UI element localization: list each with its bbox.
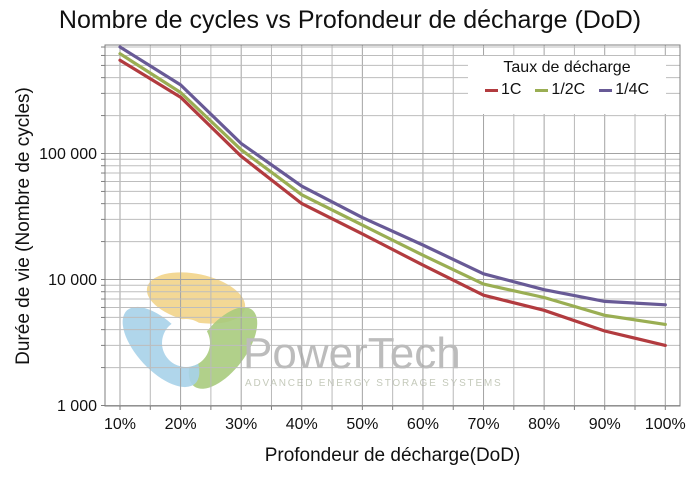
- x-tick-label: 30%: [225, 416, 257, 433]
- axis-ticks: [101, 46, 666, 410]
- legend-item-1-4c: 1/4C: [599, 81, 649, 99]
- series-curve-1/4C: [118, 45, 667, 307]
- legend: Taux de décharge 1C 1/2C 1/4C: [468, 56, 666, 114]
- legend-item-1c: 1C: [484, 81, 522, 99]
- y-axis-title: Durée de vie (Nombre de cycles): [13, 87, 34, 365]
- gridlines: [105, 45, 680, 406]
- logo-petal-green: [188, 307, 258, 389]
- series-curve-1C: [118, 58, 667, 347]
- logo-center: [162, 319, 210, 367]
- powertech-watermark: PowerTech ADVANCED ENERGY STORAGE SYSTEM…: [122, 272, 503, 389]
- x-tick-label: 80%: [528, 416, 560, 433]
- data-series-curves: [118, 45, 667, 347]
- legend-label-1c: 1C: [500, 81, 522, 98]
- x-axis-title: Profondeur de décharge(DoD): [264, 445, 521, 466]
- chart-title: Nombre de cycles vs Profondeur de déchar…: [58, 6, 642, 34]
- x-tick-label: 50%: [346, 416, 378, 433]
- legend-dash-1-2c-icon: [535, 88, 549, 92]
- axis-tick-labels: 10% 20% 30% 40% 50% 60% 70% 80% 90% 100% 1 000 10 0…: [39, 146, 686, 433]
- series-curve-1/2C: [118, 52, 667, 326]
- x-tick-label: 10%: [104, 416, 136, 433]
- x-tick-label: 90%: [589, 416, 621, 433]
- watermark-tagline-text: ADVANCED ENERGY STORAGE SYSTEMS: [245, 378, 503, 389]
- legend-dash-1c-icon: [484, 88, 498, 92]
- legend-label-1-4c: 1/4C: [615, 81, 650, 98]
- x-tick-label: 60%: [407, 416, 439, 433]
- legend-label-1-2c: 1/2C: [551, 81, 586, 98]
- watermark-brand-text: PowerTech: [243, 329, 461, 378]
- y-tick-label: 10 000: [48, 272, 97, 289]
- y-tick-label: 1 000: [57, 398, 97, 415]
- legend-item-1-2c: 1/2C: [535, 81, 585, 99]
- y-tick-label: 100 000: [39, 146, 97, 163]
- legend-items: 1C 1/2C 1/4C: [468, 81, 666, 99]
- legend-title: Taux de décharge: [503, 59, 631, 76]
- x-tick-label: 40%: [286, 416, 318, 433]
- legend-dash-1-4c-icon: [599, 88, 613, 92]
- x-tick-label: 70%: [468, 416, 500, 433]
- x-tick-label: 20%: [165, 416, 197, 433]
- x-tick-label: 100%: [645, 416, 686, 433]
